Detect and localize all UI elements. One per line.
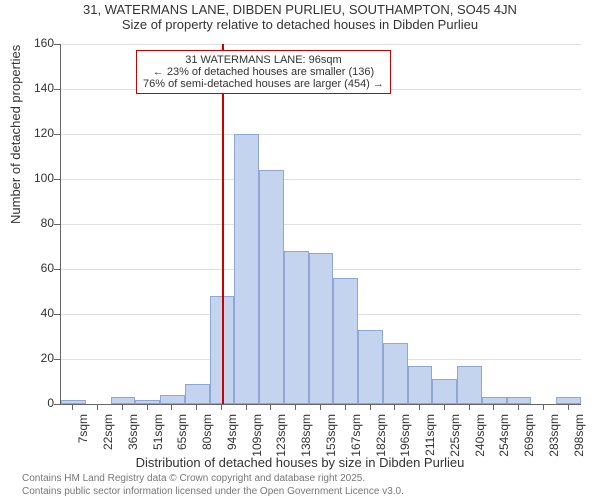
chart-title-block: 31, WATERMANS LANE, DIBDEN PURLIEU, SOUT…	[0, 2, 600, 32]
y-tick-label: 60	[14, 261, 54, 275]
gridline	[61, 44, 581, 45]
x-tick-label: 7sqm	[76, 414, 90, 460]
x-tick-mark	[568, 404, 569, 410]
gridline	[61, 179, 581, 180]
histogram-bar	[309, 253, 334, 404]
y-tick-label: 20	[14, 351, 54, 365]
chart-container: 31, WATERMANS LANE, DIBDEN PURLIEU, SOUT…	[0, 0, 600, 500]
x-tick-mark	[72, 404, 73, 410]
x-tick-mark	[97, 404, 98, 410]
histogram-bar	[234, 134, 259, 404]
histogram-bar	[383, 343, 408, 404]
x-tick-mark	[196, 404, 197, 410]
x-tick-label: 269sqm	[522, 414, 536, 460]
annotation-line1: 31 WATERMANS LANE: 96sqm	[143, 54, 384, 66]
footer-line2: Contains public sector information licen…	[22, 486, 404, 499]
x-tick-mark	[419, 404, 420, 410]
x-axis-label: Distribution of detached houses by size …	[0, 455, 600, 470]
gridline	[61, 134, 581, 135]
x-tick-mark	[320, 404, 321, 410]
x-tick-mark	[493, 404, 494, 410]
histogram-bar	[457, 366, 482, 404]
y-tick-label: 100	[14, 171, 54, 185]
x-tick-mark	[221, 404, 222, 410]
y-tick-label: 120	[14, 126, 54, 140]
x-tick-mark	[370, 404, 371, 410]
x-tick-mark	[469, 404, 470, 410]
histogram-bar	[160, 395, 185, 404]
histogram-bar	[284, 251, 309, 404]
x-tick-label: 167sqm	[349, 414, 363, 460]
x-tick-label: 283sqm	[547, 414, 561, 460]
plot-area	[60, 44, 581, 405]
x-tick-label: 211sqm	[423, 414, 437, 460]
chart-title-line1: 31, WATERMANS LANE, DIBDEN PURLIEU, SOUT…	[0, 2, 600, 17]
histogram-bar	[333, 278, 358, 404]
x-tick-mark	[518, 404, 519, 410]
footer-line1: Contains HM Land Registry data © Crown c…	[22, 473, 404, 486]
chart-title-line2: Size of property relative to detached ho…	[0, 17, 600, 32]
x-tick-mark	[394, 404, 395, 410]
x-tick-label: 138sqm	[299, 414, 313, 460]
y-tick-label: 40	[14, 306, 54, 320]
x-tick-label: 182sqm	[374, 414, 388, 460]
x-tick-mark	[345, 404, 346, 410]
histogram-bar	[507, 397, 532, 404]
annotation-line3: 76% of semi-detached houses are larger (…	[143, 78, 384, 90]
x-tick-label: 94sqm	[225, 414, 239, 460]
x-tick-label: 298sqm	[572, 414, 586, 460]
annotation-box: 31 WATERMANS LANE: 96sqm ← 23% of detach…	[136, 50, 391, 94]
histogram-bar	[185, 384, 210, 404]
histogram-bar	[556, 397, 581, 404]
histogram-bar	[111, 397, 136, 404]
x-tick-label: 80sqm	[200, 414, 214, 460]
x-tick-mark	[543, 404, 544, 410]
histogram-bar	[259, 170, 284, 404]
histogram-bar	[358, 330, 383, 404]
x-tick-mark	[295, 404, 296, 410]
y-tick-label: 0	[14, 396, 54, 410]
x-tick-mark	[444, 404, 445, 410]
x-tick-label: 22sqm	[101, 414, 115, 460]
y-tick-label: 80	[14, 216, 54, 230]
histogram-bar	[408, 366, 433, 404]
x-tick-mark	[171, 404, 172, 410]
x-tick-mark	[270, 404, 271, 410]
x-tick-label: 225sqm	[448, 414, 462, 460]
x-tick-label: 123sqm	[274, 414, 288, 460]
x-tick-mark	[147, 404, 148, 410]
x-tick-label: 240sqm	[473, 414, 487, 460]
x-tick-label: 51sqm	[151, 414, 165, 460]
x-tick-label: 153sqm	[324, 414, 338, 460]
x-tick-label: 36sqm	[126, 414, 140, 460]
x-tick-mark	[246, 404, 247, 410]
x-tick-label: 109sqm	[250, 414, 264, 460]
annotation-line2: ← 23% of detached houses are smaller (13…	[143, 66, 384, 78]
marker-vertical-line	[222, 44, 224, 404]
x-tick-mark	[122, 404, 123, 410]
x-tick-label: 254sqm	[497, 414, 511, 460]
histogram-bar	[135, 400, 160, 405]
x-tick-label: 196sqm	[398, 414, 412, 460]
gridline	[61, 224, 581, 225]
footer-attribution: Contains HM Land Registry data © Crown c…	[22, 473, 404, 498]
histogram-bar	[61, 400, 86, 405]
y-tick-label: 140	[14, 81, 54, 95]
y-tick-label: 160	[14, 36, 54, 50]
x-tick-label: 65sqm	[175, 414, 189, 460]
histogram-bar	[482, 397, 507, 404]
histogram-bar	[432, 379, 457, 404]
